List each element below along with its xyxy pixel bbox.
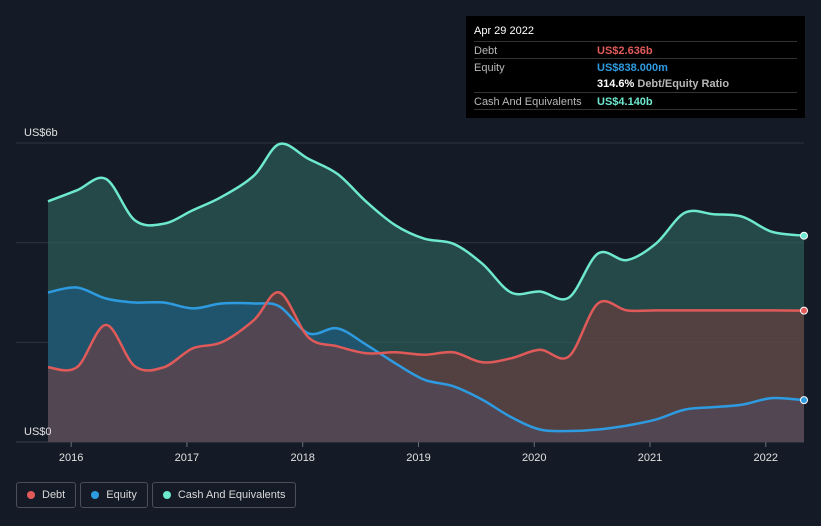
x-tick-label-2020: 2020 (522, 452, 546, 464)
tooltip-debt-label: Debt (474, 45, 498, 57)
tooltip-divider (474, 109, 797, 110)
x-tick-label-2019: 2019 (406, 452, 430, 464)
cash-line (47, 142, 805, 301)
x-tick-label-2017: 2017 (175, 452, 199, 464)
tooltip-ratio-value: 314.6% (597, 78, 635, 90)
cash-end-marker (800, 231, 808, 240)
tooltip-row-ratio: 314.6% Debt/Equity Ratio (474, 75, 797, 92)
tooltip-date: Apr 29 2022 (474, 25, 534, 37)
tooltip-row-equity: Equity US$838.000m (474, 58, 797, 76)
legend-debt-dot-icon (27, 491, 35, 499)
tooltip-equity-value: US$838.000m (597, 62, 668, 74)
y-axis-bottom-label: US$0 (24, 426, 52, 438)
tooltip-debt-value: US$2.636b (597, 45, 653, 57)
chart-areas (48, 143, 804, 442)
x-tick-label-2018: 2018 (290, 452, 314, 464)
tooltip-ratio-label: Debt/Equity Ratio (637, 78, 730, 90)
tooltip-equity-label: Equity (474, 62, 505, 74)
legend-item-debt[interactable]: Debt (16, 482, 77, 508)
tooltip-row-debt: Debt US$2.636b (474, 41, 797, 59)
legend-cash-label: Cash And Equivalents (177, 489, 286, 501)
legend-debt-label: Debt (42, 489, 66, 501)
legend-item-cash[interactable]: Cash And Equivalents (151, 482, 297, 508)
tooltip-ratio: 314.6% Debt/Equity Ratio (597, 78, 729, 90)
y-axis-top-label: US$6b (24, 127, 58, 139)
equity-end-marker (800, 396, 808, 405)
chart-end-markers (800, 231, 808, 405)
x-tick-label-2021: 2021 (638, 452, 662, 464)
legend-cash-dot-icon (162, 491, 171, 499)
data-tooltip: Apr 29 2022 Debt US$2.636b Equity US$838… (466, 16, 805, 118)
chart-lines (47, 142, 805, 433)
tooltip-cash-value: US$4.140b (597, 96, 653, 108)
chart-legend: Debt Equity Cash And Equivalents (16, 482, 297, 510)
equity-line (47, 286, 805, 433)
legend-equity-dot-icon (91, 491, 100, 499)
tooltip-row-cash: Cash And Equivalents US$4.140b (474, 92, 797, 110)
debt-end-marker (800, 306, 808, 315)
legend-item-equity[interactable]: Equity (80, 482, 148, 508)
x-tick-label-2022: 2022 (754, 452, 778, 464)
x-tick-label-2016: 2016 (59, 452, 83, 464)
debt-area (48, 292, 804, 442)
debt-line (47, 291, 805, 372)
x-axis-ticks: 2016 2017 2018 2019 2020 2021 2022 (59, 442, 778, 464)
tooltip-cash-label: Cash And Equivalents (474, 96, 582, 108)
legend-equity-label: Equity (106, 489, 137, 501)
